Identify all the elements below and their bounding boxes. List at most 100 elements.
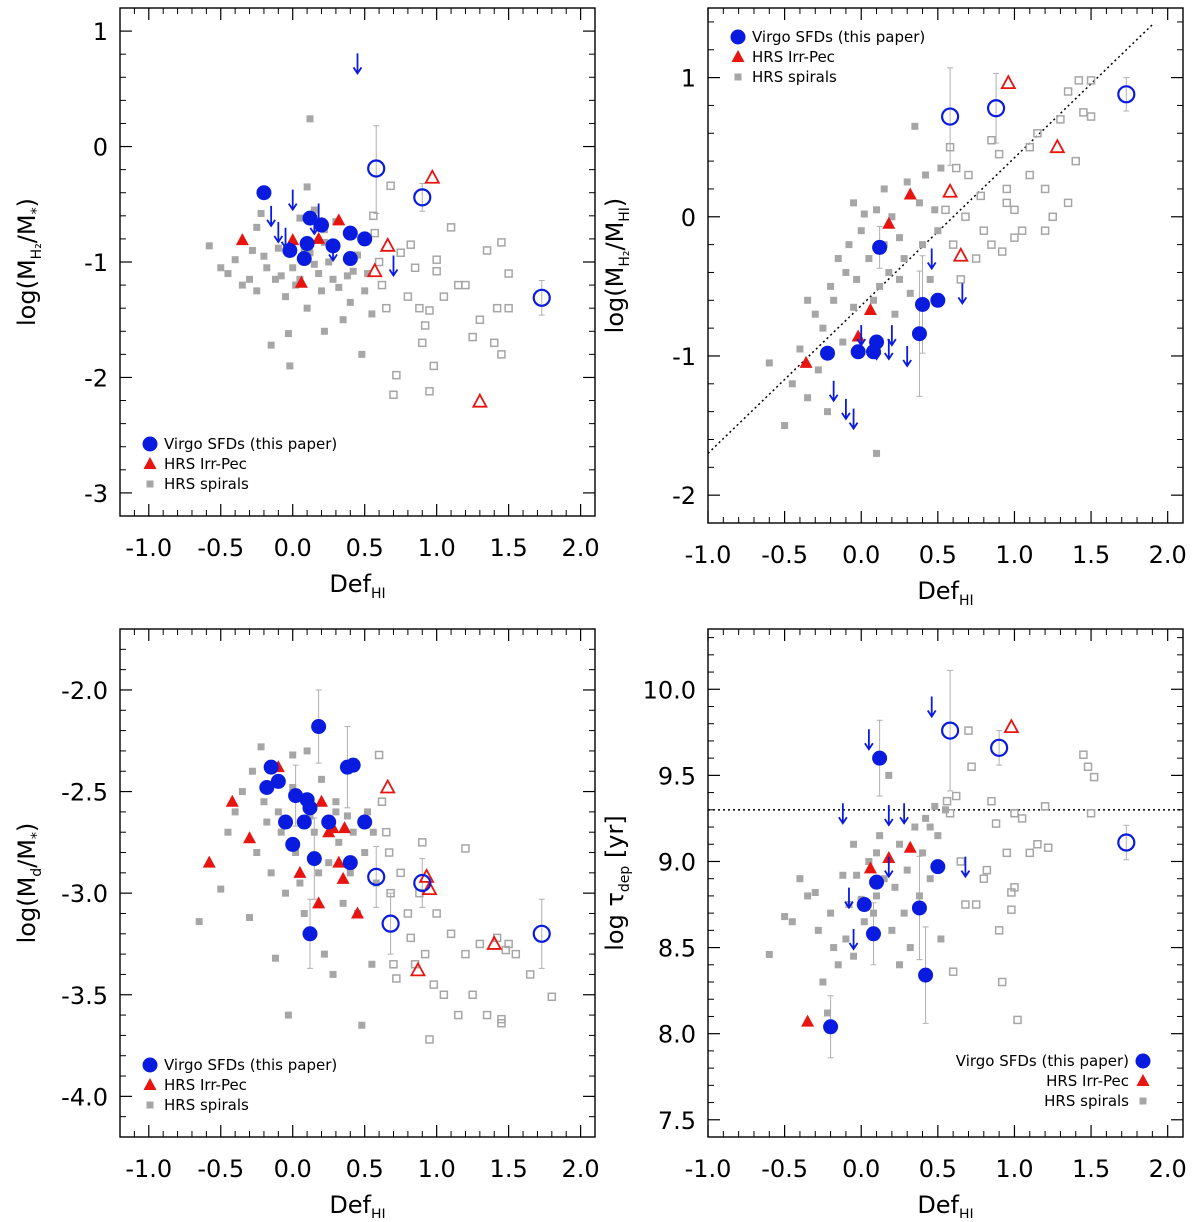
x-tick-label: 1.5 [1072, 541, 1110, 569]
point-virgo-up [388, 255, 399, 278]
point-spiral-filled [842, 935, 850, 943]
point-spiral-open [482, 1010, 492, 1020]
point-virgo-open [986, 99, 1006, 118]
point-virgo [288, 788, 304, 804]
x-tick-label: 0.0 [842, 1155, 880, 1183]
point-spiral-open [1040, 802, 1050, 811]
point-spiral-open [389, 960, 398, 969]
point-virgo-open [990, 738, 1009, 757]
point-spiral-filled [781, 422, 789, 430]
point-spiral-open [386, 181, 395, 191]
point-irr-filled [243, 831, 257, 844]
point-spiral-open [525, 970, 535, 979]
point-spiral-open [1033, 129, 1042, 138]
point-spiral-filled [860, 210, 868, 218]
point-spiral-filled [853, 871, 861, 879]
legend: Virgo SFDs (this paper) HRS Irr-Pec HRS sp… [730, 28, 925, 86]
point-virgo-up [926, 696, 937, 719]
point-irr-open [421, 880, 438, 895]
y-tick-label: 0 [681, 204, 696, 232]
point-spiral-filled [830, 296, 838, 304]
x-axis-title-subscript: HI [959, 593, 974, 609]
point-spiral-filled [880, 185, 888, 193]
point-spiral-filled [934, 832, 942, 840]
point-spiral-filled [911, 823, 919, 831]
y-axis-title-part: /M [13, 214, 41, 243]
point-virgo [865, 926, 881, 942]
point-spiral-open [461, 280, 470, 290]
y-axis-title-part: log(M [13, 259, 41, 326]
x-tick-label: 0.5 [346, 534, 384, 562]
point-spiral-open [382, 827, 391, 837]
point-virgo [325, 238, 341, 254]
panel-mh2-mhi: -1.0 -0.5 0.0 0.5 1.0 1.5 2.0-2-101DefHIlog(MH… [601, 7, 1187, 609]
point-spiral-open [1086, 76, 1096, 85]
point-virgo-up [266, 205, 276, 228]
x-tick-label: 1.0 [995, 541, 1033, 569]
point-spiral-filled [231, 808, 239, 816]
point-virgo-open [940, 721, 960, 740]
point-spiral-open [994, 149, 1004, 159]
point-spiral-open [406, 240, 416, 249]
point-spiral-filled [224, 828, 232, 836]
point-virgo-open [1117, 85, 1136, 104]
point-spiral-open [961, 900, 970, 909]
point-spiral-filled [931, 206, 939, 214]
point-spiral-open [410, 263, 420, 273]
x-axis-title-subscript: HI [371, 1207, 386, 1218]
point-spiral-open [420, 321, 430, 330]
point-irr-open [471, 392, 488, 408]
point-virgo-up [828, 380, 839, 403]
point-spiral-open [497, 1018, 506, 1028]
point-spiral-open [1063, 198, 1073, 208]
point-spiral-filled [303, 747, 311, 755]
point-spiral-filled [300, 246, 308, 254]
y-tick-label: 7.5 [658, 1107, 696, 1135]
point-spiral-filled [325, 859, 333, 867]
point-spiral-filled [842, 268, 850, 276]
point-irr-filled [799, 355, 813, 368]
point-spiral-filled [819, 978, 827, 986]
point-spiral-filled [310, 260, 318, 268]
point-virgo-up [848, 408, 859, 431]
point-spiral-open [1010, 233, 1019, 242]
point-spiral-filled [332, 808, 340, 816]
x-tick-label: -1.0 [685, 1155, 732, 1183]
point-spiral-filled [267, 341, 275, 349]
point-virgo-up [273, 221, 284, 244]
point-spiral-filled [765, 950, 773, 958]
point-spiral-filled [306, 249, 314, 257]
x-tick-label: 1.5 [1072, 1155, 1110, 1183]
point-spiral-open [1048, 212, 1058, 222]
point-spiral-open [475, 939, 485, 949]
point-spiral-filled [310, 828, 318, 836]
y-axis-title-subscript: dep [617, 866, 633, 893]
y-tick-label: 8.0 [658, 1021, 696, 1049]
x-axis-title-part: Def [917, 577, 959, 605]
point-spiral-open [461, 949, 470, 959]
point-virgo-up [884, 804, 894, 827]
fit-line [707, 24, 1153, 454]
point-spiral-filled [781, 913, 789, 921]
legend-label-spiral_filled: HRS spirals [164, 475, 249, 493]
point-spiral-filled [320, 238, 328, 246]
y-axis-title-part: ) [601, 198, 629, 207]
point-spiral-filled [358, 350, 366, 358]
point-spiral-filled [873, 449, 881, 457]
point-spiral-open [392, 370, 401, 380]
legend-label-irr_filled: HRS Irr-Pec [752, 48, 835, 66]
y-axis-title-part: log(M [13, 877, 41, 944]
point-spiral-open [971, 254, 981, 263]
point-spiral-open [369, 211, 378, 221]
point-spiral-open [446, 223, 456, 232]
point-spiral-filled [880, 875, 888, 883]
point-spiral-filled [306, 115, 314, 123]
point-spiral-filled [906, 289, 914, 297]
point-irr-filled [315, 794, 329, 807]
point-virgo-up [926, 248, 937, 271]
point-spiral-filled [827, 909, 835, 917]
point-spiral-open [429, 361, 439, 371]
x-axis-title: DefHI [329, 570, 385, 602]
point-spiral-open [396, 868, 405, 878]
